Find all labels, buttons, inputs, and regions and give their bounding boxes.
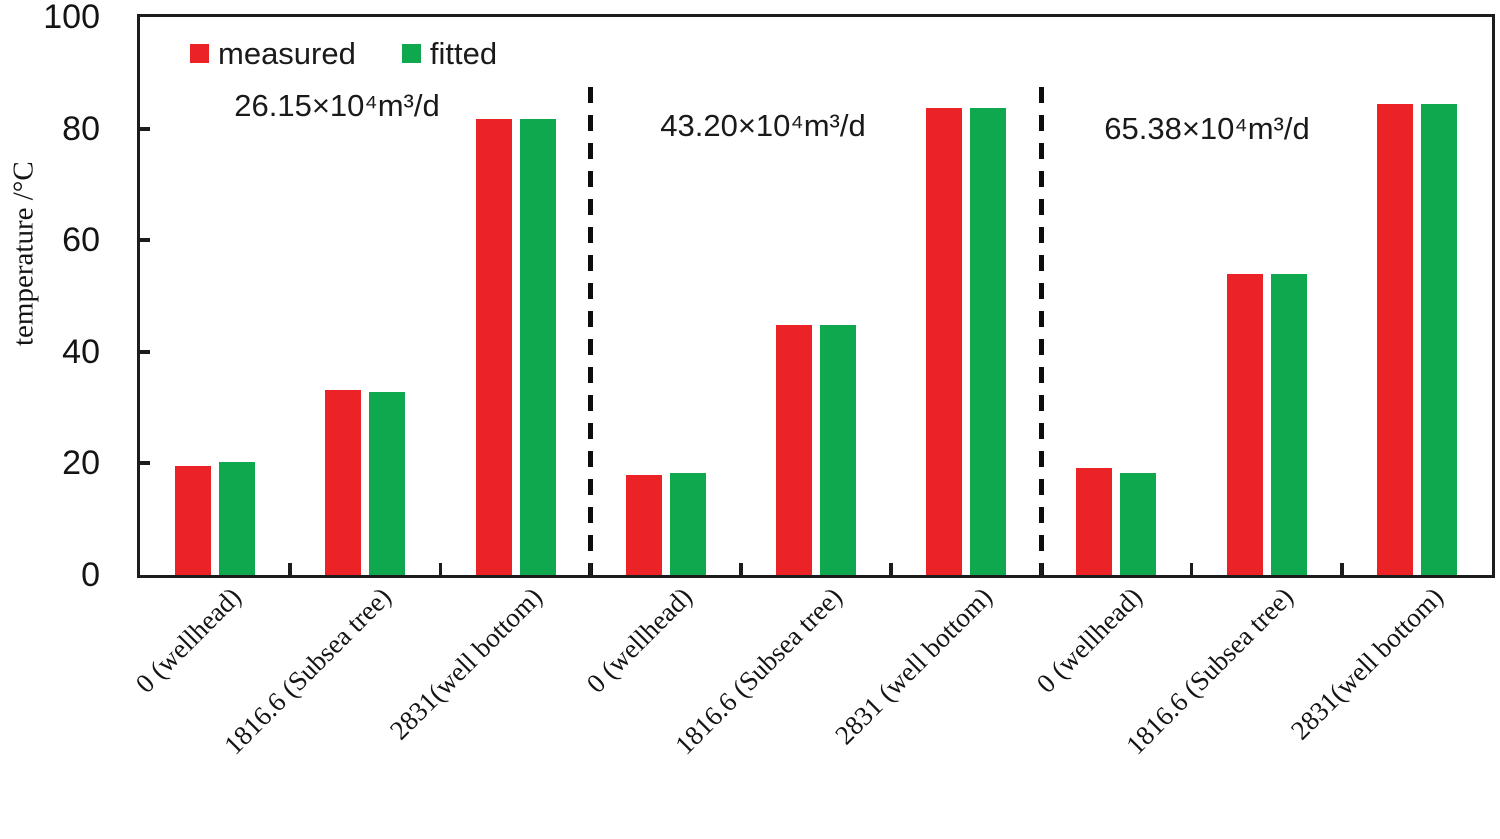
x-tick-mark bbox=[1189, 563, 1194, 575]
group-label-flowrate-1: 26.15×10⁴m³/d bbox=[234, 88, 440, 123]
x-axis-label: 2831 (well bottom) bbox=[829, 581, 999, 751]
bar-fitted bbox=[369, 391, 406, 575]
group-separator-line bbox=[1038, 87, 1044, 575]
legend-label-fitted: fitted bbox=[429, 36, 498, 71]
bar-measured bbox=[776, 325, 812, 575]
x-tick-mark bbox=[889, 563, 893, 575]
group-label-flowrate-3: 65.38×10⁴m³/d bbox=[1104, 111, 1310, 146]
x-axis-label: 1816.6 (Subsea tree) bbox=[1119, 581, 1299, 761]
y-axis-tick-label: 20 bbox=[62, 444, 100, 483]
bar-fitted bbox=[219, 462, 256, 575]
bar-fitted bbox=[1270, 273, 1307, 575]
y-axis-tick-label: 80 bbox=[62, 109, 100, 148]
bar-fitted bbox=[1420, 103, 1457, 575]
legend: measured fitted bbox=[190, 38, 497, 69]
x-tick-mark bbox=[288, 563, 292, 575]
x-axis-label: 1816.6 (Subsea tree) bbox=[218, 581, 398, 761]
legend-item-fitted: fitted bbox=[401, 36, 498, 71]
y-axis-tick-label: 100 bbox=[43, 0, 100, 36]
bar-fitted bbox=[970, 107, 1007, 575]
bar-measured bbox=[926, 107, 963, 575]
group-separator-line bbox=[588, 87, 594, 575]
y-axis-tick-label: 60 bbox=[62, 221, 100, 260]
bar-measured bbox=[1376, 103, 1413, 575]
legend-item-measured: measured bbox=[190, 38, 356, 69]
x-tick-mark bbox=[438, 563, 443, 575]
bar-measured bbox=[175, 466, 212, 575]
x-axis-label: 0 (wellhead) bbox=[129, 581, 247, 699]
x-tick-mark bbox=[1039, 563, 1044, 575]
y-axis-tick-label: 40 bbox=[62, 332, 100, 371]
legend-swatch-fitted bbox=[401, 44, 421, 63]
bar-fitted bbox=[820, 325, 856, 575]
bar-fitted bbox=[669, 472, 706, 575]
legend-label-measured: measured bbox=[218, 36, 356, 71]
bar-measured bbox=[1076, 467, 1113, 575]
y-tick-mark bbox=[140, 238, 150, 243]
x-tick-mark bbox=[739, 563, 743, 575]
bar-measured bbox=[325, 389, 362, 575]
bar-measured bbox=[475, 118, 512, 575]
y-tick-mark bbox=[140, 126, 150, 131]
bar-measured bbox=[1226, 273, 1263, 575]
x-tick-mark bbox=[1340, 563, 1344, 575]
y-tick-mark bbox=[140, 461, 150, 466]
y-axis-tick-label: 0 bbox=[81, 556, 100, 594]
group-label-flowrate-2: 43.20×10⁴m³/d bbox=[660, 108, 866, 143]
x-axis-label: 0 (wellhead) bbox=[1031, 581, 1149, 699]
x-axis-label: 2831(well bottom) bbox=[383, 581, 548, 746]
legend-swatch-measured bbox=[190, 44, 209, 63]
x-axis-label: 1816.6 (Subsea tree) bbox=[669, 581, 848, 761]
x-tick-mark bbox=[588, 563, 593, 575]
bar-fitted bbox=[1120, 472, 1157, 575]
plot-area: measured fitted 26.15×10⁴m³/d 43.20×10⁴m… bbox=[137, 14, 1495, 578]
y-tick-mark bbox=[140, 349, 150, 354]
x-axis-label: 0 (wellhead) bbox=[580, 581, 698, 699]
bar-fitted bbox=[519, 118, 556, 575]
bar-measured bbox=[625, 474, 662, 575]
x-axis-label: 2831(well bottom) bbox=[1284, 581, 1449, 746]
